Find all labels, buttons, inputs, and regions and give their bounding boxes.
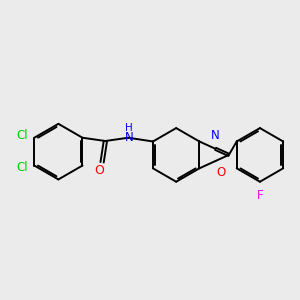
Text: O: O: [217, 166, 226, 179]
Text: N: N: [211, 129, 220, 142]
Text: Cl: Cl: [17, 161, 28, 174]
Text: F: F: [256, 189, 263, 202]
Text: O: O: [94, 164, 104, 177]
Text: H: H: [125, 123, 133, 133]
Text: Cl: Cl: [17, 129, 28, 142]
Text: N: N: [125, 130, 134, 144]
